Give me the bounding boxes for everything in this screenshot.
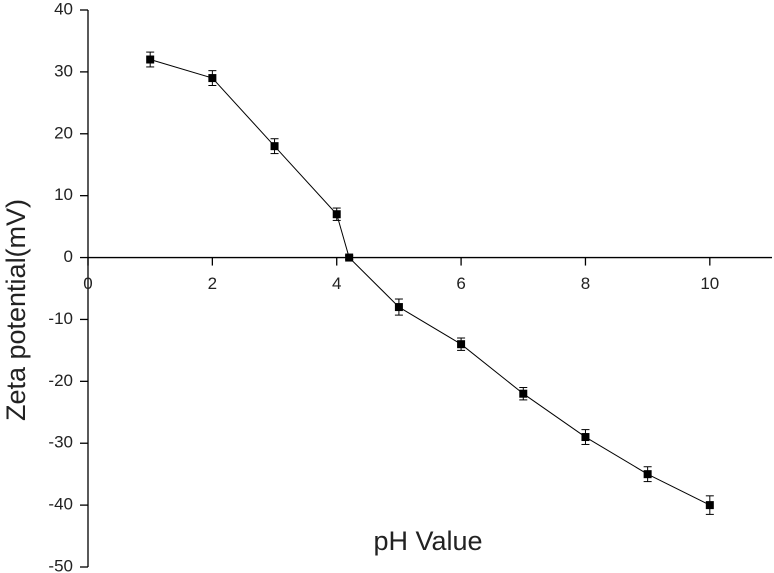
- data-point: [457, 340, 466, 349]
- y-tick-label: 0: [64, 247, 73, 266]
- data-point: [643, 470, 652, 479]
- y-tick-label: 10: [54, 185, 73, 204]
- data-point: [332, 210, 341, 219]
- x-tick-label: 6: [456, 274, 465, 293]
- x-tick-label: 4: [332, 274, 341, 293]
- data-point: [146, 55, 155, 64]
- x-tick-label: 0: [83, 274, 92, 293]
- y-tick-label: 20: [54, 123, 73, 142]
- data-point: [394, 303, 403, 312]
- data-point: [581, 433, 590, 442]
- x-tick-label: 10: [700, 274, 719, 293]
- y-tick-label: -30: [48, 433, 73, 452]
- x-tick-label: 2: [208, 274, 217, 293]
- x-tick-label: 8: [581, 274, 590, 293]
- data-point: [270, 142, 279, 151]
- y-tick-label: -10: [48, 309, 73, 328]
- y-axis-title: Zeta potential(mV): [1, 199, 31, 421]
- data-line: [150, 59, 711, 506]
- y-tick-label: -40: [48, 495, 73, 514]
- y-tick-label: -20: [48, 371, 73, 390]
- y-tick-label: -50: [48, 556, 73, 573]
- data-point: [705, 501, 714, 510]
- data-point: [345, 253, 354, 262]
- x-axis-title: pH Value: [373, 526, 482, 556]
- data-point: [208, 74, 217, 83]
- y-tick-label: 40: [54, 0, 73, 18]
- data-point: [519, 389, 528, 398]
- y-tick-label: 30: [54, 61, 73, 80]
